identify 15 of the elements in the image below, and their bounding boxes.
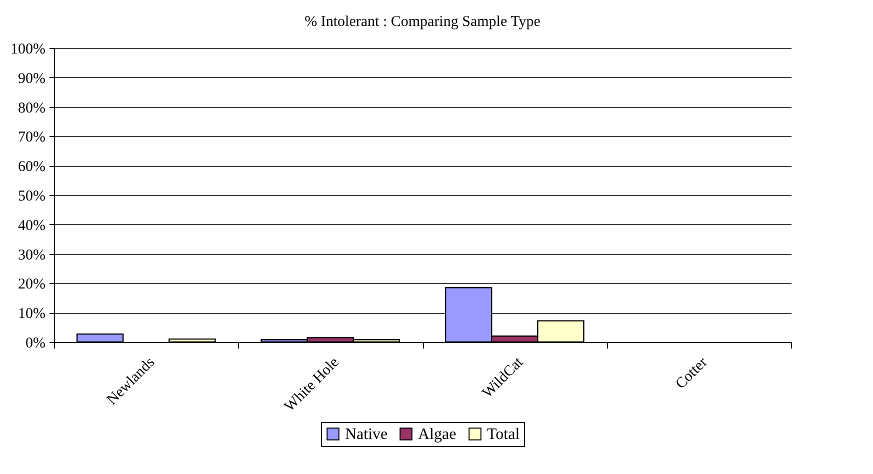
y-tick-label: 40% (18, 218, 46, 234)
legend-label: Algae (418, 426, 456, 443)
y-tick-label: 80% (18, 100, 46, 116)
y-tick-label: 60% (18, 159, 46, 176)
y-tick-label: 20% (18, 276, 46, 293)
legend-label: Total (487, 426, 520, 443)
y-tick-label: 30% (18, 247, 46, 264)
y-tick-label: 50% (18, 188, 46, 204)
legend-label: Native (345, 426, 388, 443)
chart-title: % Intolerant : Comparing Sample Type (304, 14, 541, 30)
y-tick-label: 100% (10, 42, 46, 58)
y-tick-label: 90% (18, 70, 46, 87)
y-tick-label: 70% (18, 130, 46, 146)
y-tick-label: 10% (18, 306, 46, 322)
y-tick-label: 0% (26, 336, 46, 352)
